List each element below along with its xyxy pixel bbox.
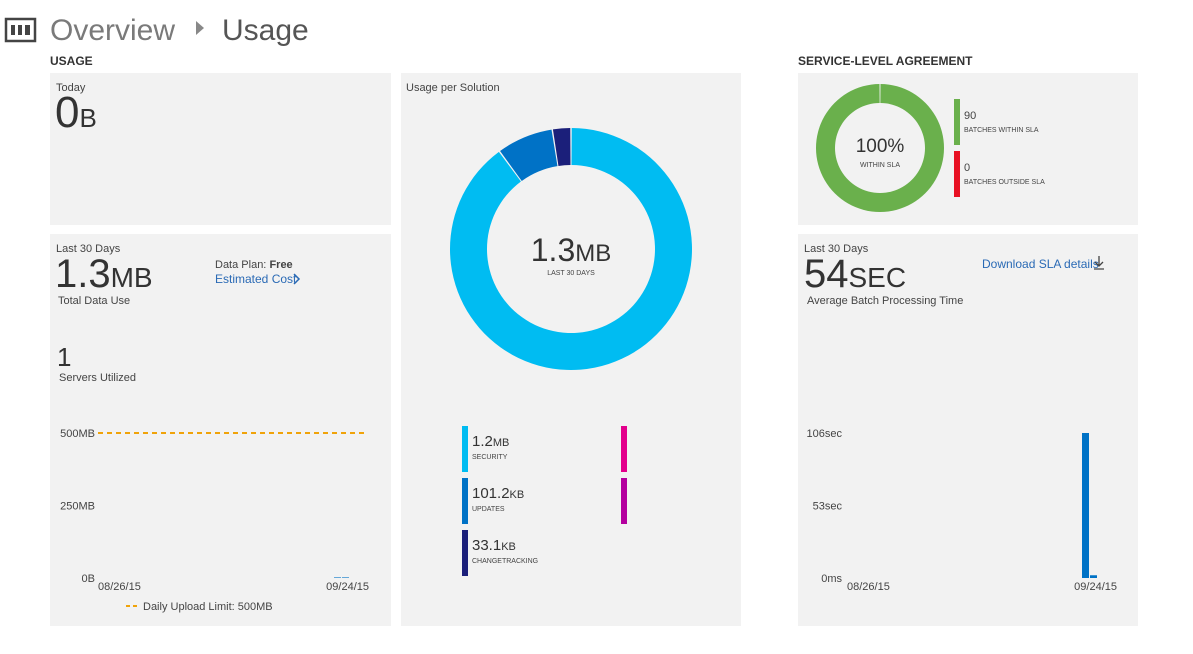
cost-link[interactable]: Estimated Cost — [215, 272, 301, 286]
big-value: 1.3MB — [55, 252, 153, 296]
x-tick-label: 08/26/15 — [98, 581, 141, 593]
value: 1 — [57, 342, 71, 372]
usage-donut — [449, 128, 692, 370]
menu-icon[interactable] — [4, 17, 37, 43]
y-tick-label: 500MB — [60, 428, 95, 440]
legend-bar — [462, 426, 468, 472]
legend-bar — [954, 151, 960, 197]
breadcrumb-link[interactable]: Overview — [50, 14, 175, 47]
legend-bar — [462, 478, 468, 524]
icon-bar — [25, 25, 30, 35]
breadcrumb-arrow — [196, 21, 204, 35]
bar — [342, 577, 349, 578]
section-heading: SERVICE-LEVEL AGREEMENT — [798, 54, 973, 68]
panel — [50, 234, 391, 626]
panel — [798, 234, 1138, 626]
legend-bar — [621, 478, 627, 524]
value: 54 — [804, 252, 849, 296]
legend-value: 101.2KB — [472, 485, 524, 502]
section-heading: USAGE — [50, 54, 93, 68]
legend-label: BATCHES OUTSIDE SLA — [964, 179, 1045, 186]
panel — [50, 73, 391, 225]
value: 1.3 — [531, 232, 575, 268]
big-value: 54SEC — [804, 252, 906, 296]
legend-value: 33.1KB — [472, 537, 516, 554]
plan-label: Data Plan: — [215, 259, 266, 271]
donut-center: 100% — [856, 136, 905, 157]
y-tick-label: 53sec — [813, 501, 843, 513]
donut-segment — [552, 128, 571, 166]
plan: Data Plan: Free — [215, 259, 293, 271]
y-tick-label: 0ms — [821, 573, 842, 585]
legend-bar — [462, 530, 468, 576]
legend-label: UPDATES — [472, 506, 505, 513]
sla-donut — [816, 84, 944, 212]
caption: Average Batch Processing Time — [807, 295, 963, 307]
link-text: Download SLA details — [982, 257, 1099, 271]
bar — [334, 577, 341, 578]
breadcrumb-current: Usage — [222, 14, 309, 47]
download-link[interactable]: Download SLA details — [982, 256, 1104, 271]
legend-label: CHANGETRACKING — [472, 558, 538, 565]
big-value: 0B — [55, 88, 97, 137]
label: Last 30 Days — [804, 243, 869, 255]
bar — [1090, 575, 1097, 578]
donut-caption: LAST 30 DAYS — [547, 270, 595, 277]
value: 1.3 — [55, 252, 111, 296]
value: 1.2 — [472, 433, 493, 450]
x-tick-label: 08/26/15 — [847, 581, 890, 593]
icon-frame — [4, 17, 37, 43]
chevron — [293, 273, 301, 285]
value: 33.1 — [472, 537, 501, 554]
value: 0 — [55, 88, 79, 137]
donut-caption: WITHIN SLA — [860, 162, 900, 169]
x-tick-label: 09/24/15 — [1074, 581, 1117, 593]
unit: KB — [501, 541, 516, 553]
unit: MB — [111, 262, 153, 293]
legend-bar — [954, 99, 960, 145]
y-tick-label: 106sec — [807, 428, 843, 440]
legend-value: 90 — [964, 110, 976, 122]
caption: Total Data Use — [58, 295, 130, 307]
x-tick-label: 09/24/15 — [326, 581, 369, 593]
label: Last 30 Days — [56, 243, 121, 255]
bar — [1082, 433, 1089, 578]
icon-bar — [18, 25, 22, 35]
donut-total: 1.3MB — [531, 232, 611, 268]
icon-bar — [11, 25, 15, 35]
link-text: Estimated Cost — [215, 272, 297, 286]
value: 101.2 — [472, 485, 510, 502]
plan-value: Free — [269, 259, 292, 271]
download-icon — [1094, 256, 1104, 270]
legend-label: SECURITY — [472, 454, 508, 461]
legend-label: Daily Upload Limit: 500MB — [143, 601, 273, 613]
legend-label: BATCHES WITHIN SLA — [964, 127, 1039, 134]
donut-segment — [816, 84, 944, 212]
legend-bar — [621, 426, 627, 472]
legend-value: 1.2MB — [472, 433, 509, 450]
donut-segment — [449, 128, 692, 370]
caption: Servers Utilized — [59, 372, 136, 384]
legend-value: 0 — [964, 162, 970, 174]
unit: B — [79, 103, 96, 133]
donut-segment — [500, 129, 558, 181]
unit: KB — [510, 489, 525, 501]
unit: SEC — [849, 262, 907, 293]
unit: MB — [575, 240, 611, 267]
label: Today — [56, 82, 86, 94]
y-tick-label: 250MB — [60, 501, 95, 513]
unit: MB — [493, 437, 510, 449]
panel-title: Usage per Solution — [406, 82, 500, 94]
y-tick-label: 0B — [82, 573, 95, 585]
